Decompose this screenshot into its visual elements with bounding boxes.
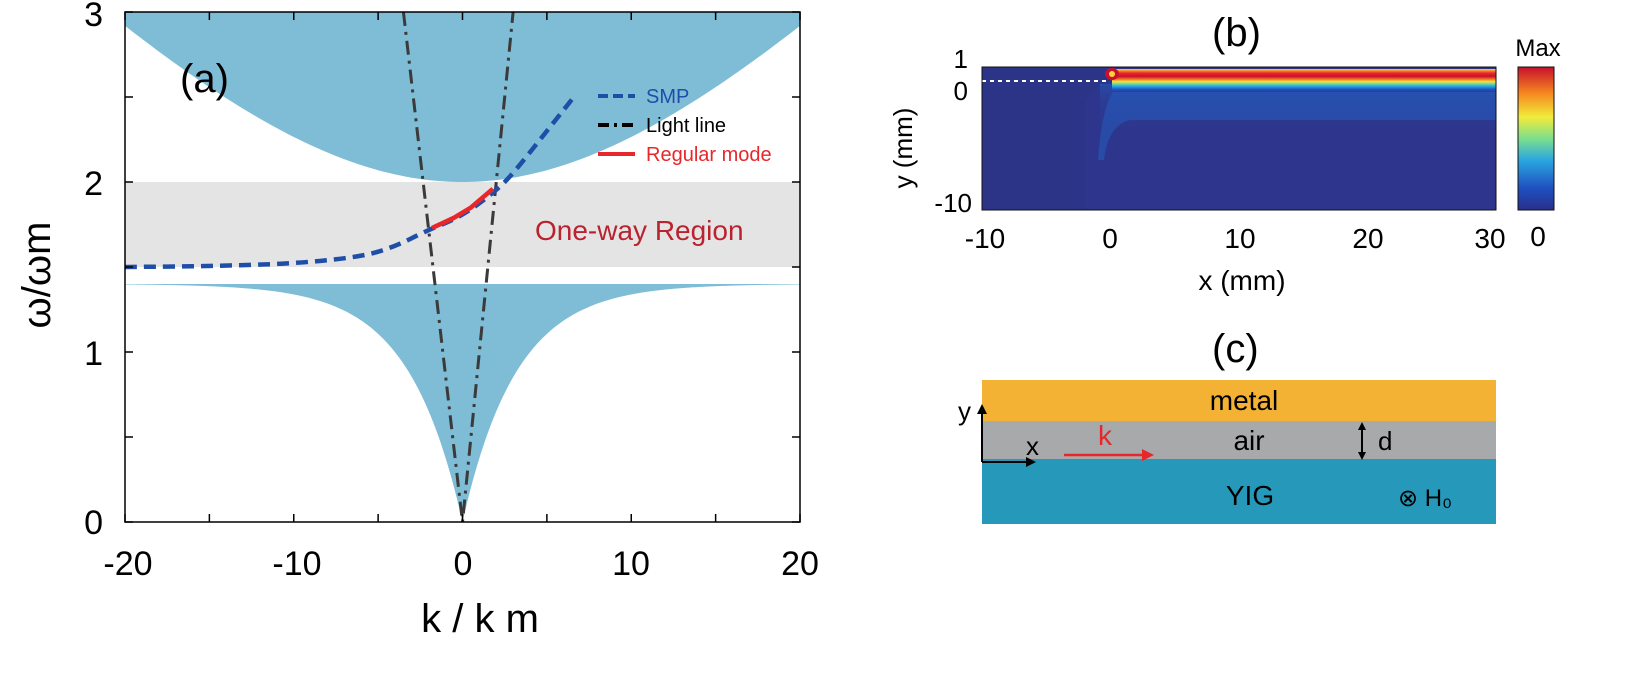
one-way-region-label: One-way Region [535, 215, 744, 246]
legend-light-line-label: Light line [646, 115, 726, 137]
k-label: k [1098, 420, 1113, 451]
y-tick-label: 1 [84, 335, 103, 373]
x-tick-label: -10 [272, 545, 321, 583]
air-layer [982, 421, 1496, 459]
y-tick-label: -10 [934, 188, 972, 218]
colorbar-max-label: Max [1515, 35, 1560, 62]
d-label: d [1378, 426, 1392, 456]
x-axis-symbol: x [1026, 431, 1039, 461]
panel-a-label: (a) [180, 57, 229, 101]
waveguide-schematic: (c) metal air YIG y x k d ⊗ H₀ [958, 327, 1496, 524]
heatmap-frame [981, 66, 1497, 211]
k-arrowhead [1142, 449, 1154, 461]
regular-mode-curve [431, 187, 495, 230]
legend: SMP Light line Regular mode [598, 86, 772, 166]
field-heatmap: (b) -10 0 10 20 30 1 0 -10 y (mm) x (mm)… [888, 11, 1561, 296]
x-tick-label: 10 [612, 545, 650, 583]
x-tick-label: 20 [781, 545, 819, 583]
legend-smp-label: SMP [646, 86, 689, 108]
air-label: air [1233, 425, 1264, 456]
x-tick-label: -10 [965, 223, 1005, 254]
upper-bulk-band [125, 12, 800, 182]
panel-b-label: (b) [1212, 11, 1261, 55]
heatmap-x-tick-labels: -10 0 10 20 30 [965, 223, 1506, 254]
y-tick-label: 0 [84, 504, 103, 542]
heatmap-y-tick-labels: 1 0 -10 [934, 44, 972, 218]
metal-label: metal [1210, 385, 1278, 416]
heatmap-image [982, 67, 1496, 210]
x-tick-label: 0 [1102, 223, 1118, 254]
colorbar-min-label: 0 [1530, 221, 1546, 252]
metal-layer [982, 380, 1496, 421]
d-arrowhead-bottom [1358, 452, 1366, 460]
x-axis-arrowhead [1026, 457, 1036, 467]
y-tick-label: 2 [84, 165, 103, 203]
heatmap-y-label: y (mm) [888, 108, 918, 189]
x-tick-label: 0 [454, 545, 473, 583]
one-way-region-band [125, 182, 800, 267]
colorbar [1517, 66, 1555, 211]
x-tick-label: -20 [103, 545, 152, 583]
x-tick-label: 10 [1224, 223, 1255, 254]
yig-layer [982, 459, 1496, 524]
d-arrowhead-top [1358, 422, 1366, 430]
plot-a-ticks [124, 11, 801, 523]
dispersion-plot: -20 -10 0 10 20 0 1 2 3 ω/ωm k / k m (a)… [15, 0, 819, 641]
heatmap-x-label: x (mm) [1198, 265, 1285, 296]
y-axis-label: ω/ωm [15, 222, 59, 329]
h-field-label: ⊗ H₀ [1398, 485, 1452, 512]
smp-curve [125, 95, 576, 270]
y-tick-label: 1 [954, 44, 968, 74]
y-axis-symbol: y [958, 396, 971, 426]
y-tick-label: 0 [954, 76, 968, 106]
lower-bulk-band [125, 284, 800, 522]
x-tick-label: 30 [1474, 223, 1505, 254]
x-axis-label: k / k m [421, 597, 539, 641]
y-axis-arrowhead [977, 404, 987, 414]
y-tick-label: 3 [84, 0, 103, 34]
x-tick-label: 20 [1352, 223, 1383, 254]
y-tick-labels: 0 1 2 3 [84, 0, 103, 542]
x-tick-labels: -20 -10 0 10 20 [103, 545, 818, 583]
legend-regular-mode-label: Regular mode [646, 144, 772, 166]
panel-c-label: (c) [1212, 327, 1259, 371]
yig-label: YIG [1226, 480, 1274, 511]
